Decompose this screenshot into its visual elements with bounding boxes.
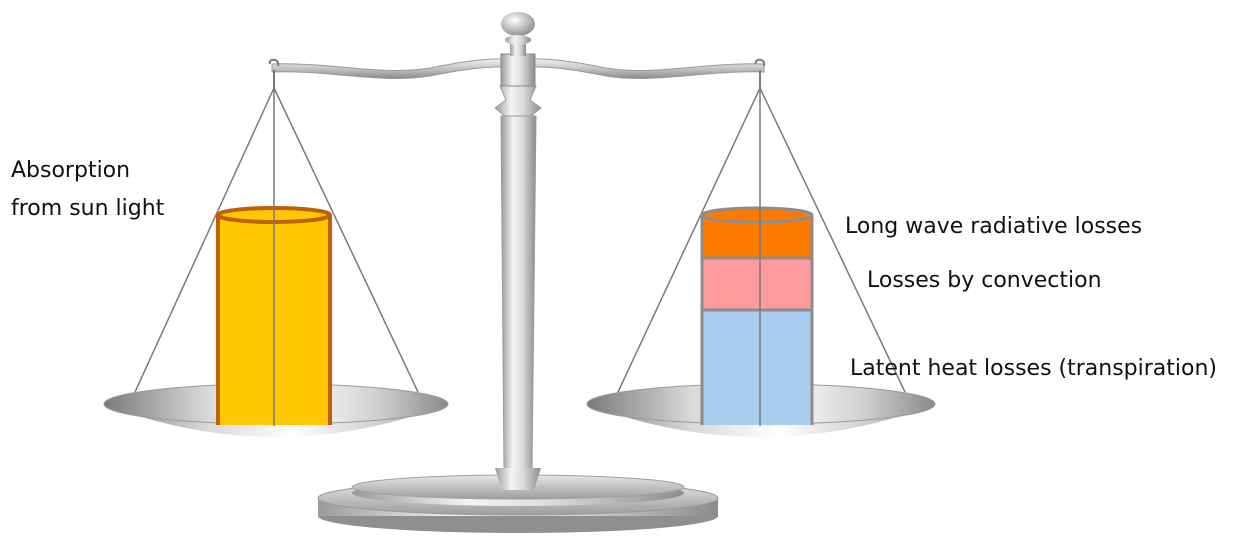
right-hanger [617, 58, 906, 393]
absorption-label: Absorption from sun light [11, 152, 164, 228]
absorption-label-line1: Absorption [11, 158, 131, 183]
absorption-label-line2: from sun light [11, 196, 165, 221]
absorption-cylinder [216, 88, 332, 426]
left-hanger [134, 58, 419, 393]
latent-heat-label: Latent heat losses (transpiration) [850, 356, 1217, 381]
scale-beam [271, 12, 765, 87]
scale-pillar [494, 85, 542, 490]
convection-segment [702, 258, 812, 310]
latent-heat-segment [702, 310, 812, 425]
long-wave-label: Long wave radiative losses [845, 214, 1143, 239]
losses-cylinder [700, 88, 814, 426]
scale-base [317, 474, 719, 533]
convection-label: Losses by convection [867, 268, 1102, 293]
